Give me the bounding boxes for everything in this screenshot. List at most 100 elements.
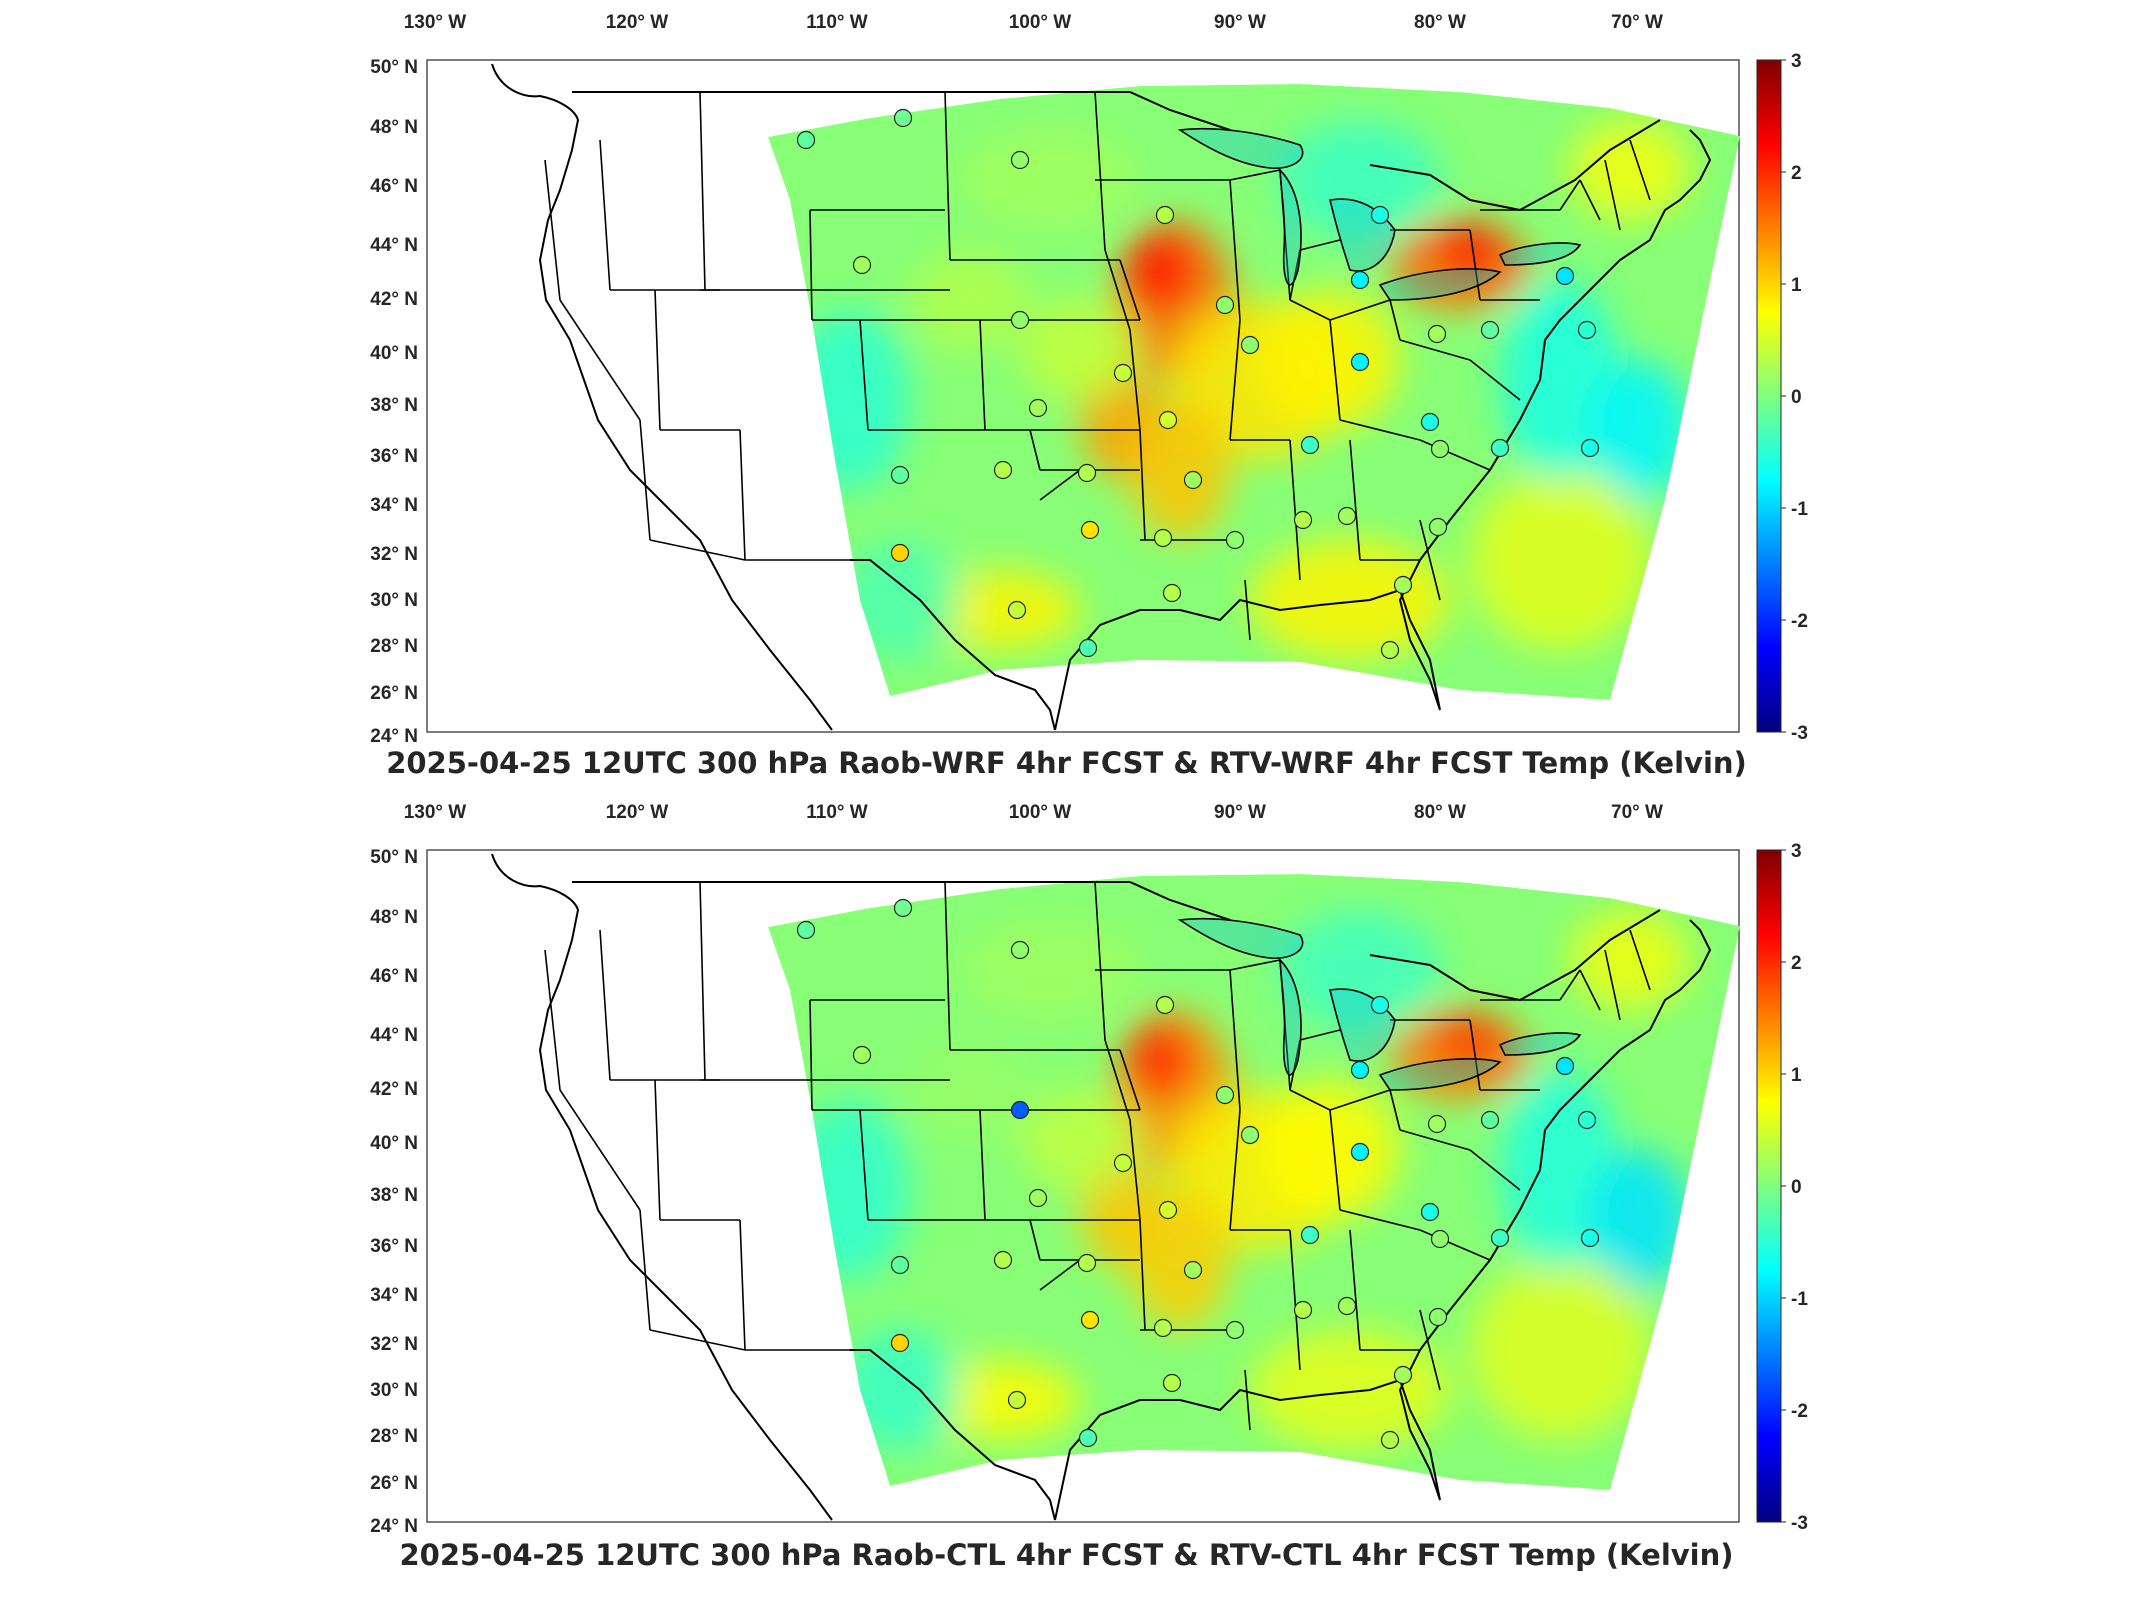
map-figure-top: 130° W 120° W 110° W 100° W 90° W 80° W 70° W 5…	[370, 12, 1808, 747]
station-marker	[1153, 528, 1173, 548]
station-marker	[852, 255, 872, 275]
station-marker	[1300, 1225, 1320, 1245]
colorbar-tick-label: 3	[1791, 51, 1802, 72]
station-marker	[1337, 1296, 1357, 1316]
lat-tick-label: 24° N	[370, 726, 418, 747]
map-panel-bottom: 130° W 120° W 110° W 100° W 90° W 80° W 70° W 5…	[0, 790, 2133, 1590]
station-marker	[1577, 1110, 1597, 1130]
lat-tick-label: 50° N	[370, 57, 418, 78]
station-marker	[1577, 320, 1597, 340]
lat-tick-label: 42° N	[370, 289, 418, 310]
station-marker	[1113, 363, 1133, 383]
lon-tick-label: 80° W	[1414, 802, 1466, 823]
colorbar-tick-label: 2	[1791, 163, 1802, 184]
political-boundaries	[491, 853, 1712, 1521]
station-marker	[1420, 1202, 1440, 1222]
map-panel-top: 130° W 120° W 110° W 100° W 90° W 80° W 70° W 5…	[370, 12, 1808, 780]
lat-tick-label: 26° N	[370, 1473, 418, 1494]
colorbar-tick-label: -2	[1791, 611, 1808, 632]
station-marker	[1010, 940, 1030, 960]
raob-stations	[796, 108, 1600, 660]
station-marker	[1427, 1114, 1447, 1134]
colorbar-tick-label: 1	[1791, 1065, 1802, 1086]
station-marker	[1293, 1300, 1313, 1320]
panel-title-top: 2025-04-25 12UTC 300 hPa Raob-WRF 4hr FC…	[386, 746, 1747, 780]
station-marker	[1430, 1229, 1450, 1249]
station-marker	[1490, 1228, 1510, 1248]
station-marker	[1350, 270, 1370, 290]
station-marker	[1010, 310, 1030, 330]
station-marker	[1077, 1253, 1097, 1273]
station-marker	[1028, 398, 1048, 418]
lon-tick-label: 70° W	[1611, 802, 1663, 823]
station-marker	[1580, 438, 1600, 458]
temperature-field	[768, 874, 1740, 1490]
station-marker	[1183, 1260, 1203, 1280]
station-marker	[1225, 530, 1245, 550]
lon-tick-label: 100° W	[1009, 12, 1072, 33]
station-marker	[1028, 1188, 1048, 1208]
lat-tick-label: 38° N	[370, 1185, 418, 1206]
lat-tick-label: 44° N	[370, 235, 418, 256]
colorbar-tick-label: -1	[1791, 499, 1808, 520]
station-marker	[1393, 1365, 1413, 1385]
lat-tick-label: 40° N	[370, 1133, 418, 1154]
lon-tick-label: 110° W	[806, 802, 868, 823]
station-marker	[890, 1333, 910, 1353]
lon-tick-label: 120° W	[606, 12, 669, 33]
lat-tick-label: 38° N	[370, 395, 418, 416]
station-marker	[1430, 439, 1450, 459]
lat-tick-label: 46° N	[370, 966, 418, 987]
lat-tick-label: 46° N	[370, 176, 418, 197]
lat-tick-label: 42° N	[370, 1079, 418, 1100]
station-marker	[893, 108, 913, 128]
station-marker	[890, 465, 910, 485]
station-marker	[1215, 1085, 1235, 1105]
colorbar-tick-label: -1	[1791, 1289, 1808, 1310]
lon-tick-label: 130° W	[404, 12, 467, 33]
station-marker	[1077, 463, 1097, 483]
station-marker	[1078, 1428, 1098, 1448]
station-marker	[1155, 995, 1175, 1015]
colorbar	[1756, 59, 1782, 733]
station-marker	[890, 543, 910, 563]
station-marker	[1240, 335, 1260, 355]
lon-tick-label: 90° W	[1214, 802, 1266, 823]
station-marker	[993, 1250, 1013, 1270]
station-marker	[1350, 352, 1370, 372]
station-marker	[1113, 1153, 1133, 1173]
colorbar-tick-label: -3	[1791, 1513, 1808, 1534]
station-marker	[1155, 205, 1175, 225]
station-marker	[1380, 1430, 1400, 1450]
station-marker	[1580, 1228, 1600, 1248]
lat-tick-label: 28° N	[370, 1426, 418, 1447]
station-marker	[1215, 295, 1235, 315]
station-marker	[1350, 1060, 1370, 1080]
station-marker	[1428, 517, 1448, 537]
station-marker	[1158, 410, 1178, 430]
map-figure-bottom: 130° W 120° W 110° W 100° W 90° W 80° W 70° W 5…	[370, 802, 1808, 1537]
lat-tick-label: 28° N	[370, 636, 418, 657]
station-marker	[993, 460, 1013, 480]
lat-tick-label: 32° N	[370, 544, 418, 565]
station-marker	[1158, 1200, 1178, 1220]
station-marker	[1427, 324, 1447, 344]
colorbar-tick-label: 3	[1791, 841, 1802, 862]
station-marker	[1393, 575, 1413, 595]
political-boundaries	[491, 63, 1712, 731]
panel-title-bottom: 2025-04-25 12UTC 300 hPa Raob-CTL 4hr FC…	[399, 1538, 1734, 1572]
lon-tick-label: 70° W	[1611, 12, 1663, 33]
station-marker	[1555, 266, 1575, 286]
station-marker	[1370, 995, 1390, 1015]
lat-tick-label: 24° N	[370, 1516, 418, 1537]
station-marker	[1337, 506, 1357, 526]
station-marker	[1080, 520, 1100, 540]
lon-tick-label: 110° W	[806, 12, 868, 33]
station-marker	[1480, 1110, 1500, 1130]
station-marker	[1078, 638, 1098, 658]
lat-tick-label: 30° N	[370, 590, 418, 611]
station-marker	[1480, 320, 1500, 340]
lat-tick-label: 40° N	[370, 343, 418, 364]
lat-tick-label: 34° N	[370, 1285, 418, 1306]
colorbar-tick-label: 0	[1791, 1177, 1802, 1198]
